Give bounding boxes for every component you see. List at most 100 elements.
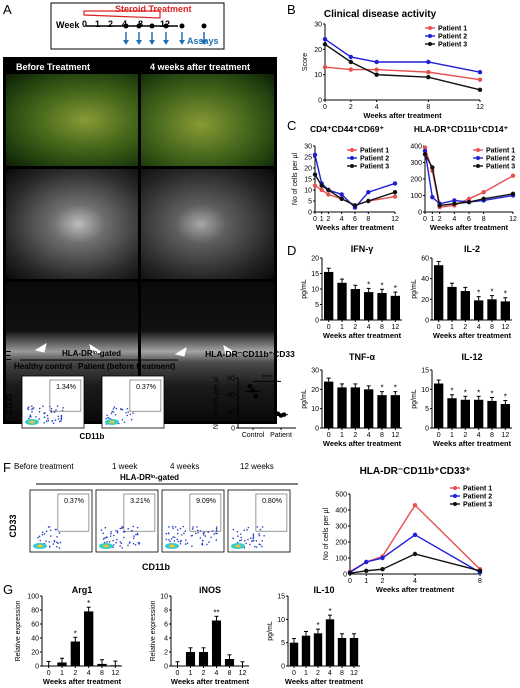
x-tick-label: 1: [304, 670, 308, 677]
bar: [500, 404, 510, 428]
data-point: [452, 201, 457, 206]
flow-event: [172, 536, 174, 538]
flow-event: [58, 532, 61, 534]
flow-event: [39, 539, 42, 542]
x-tick-label: 0: [423, 216, 427, 223]
gate-label-f: HLA-DRˡᵒ-gated: [120, 473, 180, 482]
flow-gate: [57, 493, 90, 532]
data-point: [253, 394, 259, 399]
flow-event: [105, 536, 108, 538]
flow-event: [197, 529, 199, 532]
y-tick-label: 300: [335, 524, 347, 531]
flow-event: [259, 528, 262, 531]
data-point: [477, 568, 483, 573]
significance-mark: *: [394, 284, 397, 293]
x-tick-label: 8: [228, 670, 232, 677]
flow-event: [179, 542, 182, 545]
y-tick-label: 0: [343, 572, 347, 579]
flow-event: [239, 533, 242, 535]
y-tick-label: 0: [164, 664, 168, 671]
data-point: [312, 183, 318, 188]
x-tick-label: 2: [353, 324, 357, 331]
panel-label-e: E: [3, 348, 12, 363]
flow-event: [115, 407, 118, 410]
flow-event: [203, 534, 205, 536]
flow-event: [31, 410, 33, 413]
significance-mark: *: [490, 288, 493, 297]
x-tick-label: 4: [452, 216, 456, 223]
y-tick-label: 100: [27, 594, 39, 601]
data-point: [374, 72, 379, 77]
data-point: [452, 198, 457, 203]
flow-event: [60, 417, 63, 419]
bar: [324, 271, 334, 320]
flow-plot-frame: [161, 489, 225, 553]
y-tick-label: 60: [227, 376, 235, 383]
x-tick-label: 1: [189, 670, 193, 677]
flow-event: [252, 536, 255, 539]
y-tick-label: 5: [425, 406, 429, 413]
y-tick-label: 10: [304, 188, 312, 195]
steroid-taper-wedge: [83, 10, 161, 19]
data-point: [364, 559, 369, 565]
legend-label: Patient 2: [438, 34, 467, 41]
x-axis-label: Weeks after treatment: [376, 585, 455, 592]
significance-mark: *: [450, 387, 453, 396]
flow-event: [181, 534, 183, 536]
flow-event: [261, 545, 263, 548]
flow-event: [48, 541, 51, 543]
flow-event: [132, 537, 135, 540]
chart-title: Arg1: [72, 585, 93, 595]
flow-event: [35, 416, 37, 418]
data-point: [380, 555, 385, 561]
flow-event: [232, 537, 234, 540]
flow-event: [28, 417, 30, 420]
data-point: [430, 194, 435, 200]
flow-event: [38, 407, 41, 410]
flow-event: [109, 535, 112, 537]
panel-label-g: G: [3, 582, 14, 597]
flow-event: [215, 539, 218, 541]
y-tick-label: 0: [318, 98, 322, 105]
flow-event: [179, 527, 182, 530]
flow-event: [49, 535, 52, 537]
bar: [57, 662, 67, 666]
angiography-before: [6, 169, 138, 279]
steroid-treatment-label: Steroid Treatment: [115, 4, 192, 14]
bar: [110, 665, 120, 666]
bar: [390, 295, 400, 320]
x-tick-label: 8: [482, 216, 486, 223]
assay-arrowhead-icon: [123, 40, 129, 45]
flow-event: [176, 532, 179, 535]
data-point: [426, 69, 431, 75]
flow-event: [204, 535, 207, 537]
data-point: [437, 203, 442, 208]
bar: [337, 282, 347, 320]
x-tick-label: 0: [47, 670, 51, 677]
flow-event: [42, 405, 44, 407]
timepoint-dot: [123, 23, 129, 29]
x-tick-label: 0: [437, 324, 441, 331]
flow-event: [127, 527, 130, 530]
flow-event: [49, 529, 52, 532]
legend-marker: [476, 148, 480, 152]
flow-event: [252, 537, 255, 540]
y-axis-label: pg/mL: [301, 279, 308, 299]
gate-line-f: [36, 483, 298, 485]
data-point: [312, 172, 318, 177]
y-tick-label: 40: [227, 392, 235, 399]
x-tick-label: Control: [242, 432, 265, 439]
x-tick-label: 0: [348, 578, 352, 585]
significance-mark: *: [380, 281, 383, 290]
x-tick-label: 1: [364, 578, 368, 585]
assay-arrowhead-icon: [136, 40, 142, 45]
y-axis-label: No of cells per µl: [213, 376, 220, 429]
flow-event: [54, 419, 57, 421]
flow-event: [167, 532, 170, 535]
y-tick-label: 25: [304, 155, 312, 162]
flow-event: [236, 530, 239, 533]
y-tick-label: 20: [314, 47, 322, 54]
data-point: [426, 75, 431, 80]
